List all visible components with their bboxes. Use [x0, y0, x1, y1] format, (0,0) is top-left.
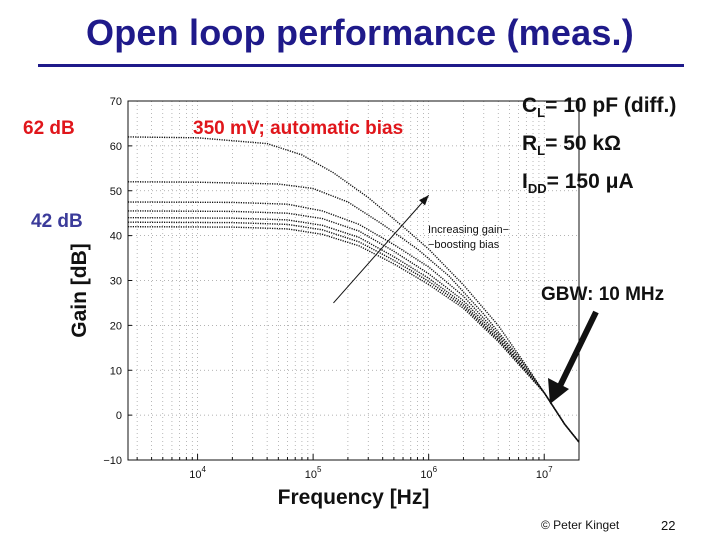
spec-rl-subscript: L — [537, 143, 546, 159]
y-tick-label: 60 — [110, 141, 122, 153]
spec-list: CL= 10 pF (diff.) RL= 50 kΩ IDD= 150 μA — [522, 90, 676, 205]
spec-rl-symbol: R — [522, 132, 538, 156]
x-tick-label-base: 10 — [536, 469, 548, 481]
title-underline — [38, 64, 684, 67]
spec-load-resistance: RL= 50 kΩ — [522, 128, 676, 166]
y-tick-label: 0 — [116, 410, 122, 422]
gain-curve — [127, 201, 580, 443]
increasing-bias-arrowhead — [419, 195, 429, 206]
x-tick-label: 105 — [305, 465, 322, 481]
x-tick-label-base: 10 — [305, 469, 317, 481]
spec-rl-value: = 50 kΩ — [545, 132, 621, 156]
spec-load-capacitance: CL= 10 pF (diff.) — [522, 90, 676, 128]
gain-curve — [127, 217, 580, 443]
spec-idd-symbol: I — [522, 170, 528, 194]
spec-cl-value: = 10 pF (diff.) — [545, 94, 677, 117]
gain-curve — [127, 181, 580, 443]
page-number: 22 — [661, 518, 676, 533]
spec-cl-symbol: C — [522, 94, 538, 117]
gbw-arrow-shaft — [557, 310, 599, 388]
y-tick-label: 70 — [110, 96, 122, 108]
x-axis-label: Frequency [Hz] — [278, 486, 430, 509]
x-tick-label: 106 — [420, 465, 437, 481]
gain-42-label: 42 dB — [31, 211, 83, 232]
annotation-line-2: −boosting bias — [428, 239, 500, 251]
x-tick-label: 104 — [189, 465, 206, 481]
gbw-arrow-head — [548, 378, 569, 404]
y-axis-label: Gain [dB] — [68, 243, 91, 338]
spec-idd-subscript: DD — [527, 181, 547, 197]
x-tick-label-exponent: 4 — [201, 465, 206, 474]
chart-annotations: Increasing gain− −boosting bias — [333, 194, 599, 404]
auto-bias-label: 350 mV; automatic bias — [193, 118, 404, 139]
slide-title: Open loop performance (meas.) — [86, 12, 634, 53]
x-tick-label-base: 10 — [420, 469, 432, 481]
x-tick-label-exponent: 5 — [317, 465, 322, 474]
chart-series — [127, 136, 580, 443]
x-tick-label: 107 — [536, 465, 553, 481]
gain-curve — [127, 226, 580, 443]
x-tick-label-base: 10 — [189, 469, 201, 481]
gain-62-label: 62 dB — [23, 118, 75, 139]
gbw-label: GBW: 10 MHz — [541, 284, 665, 305]
y-tick-label: −10 — [103, 455, 122, 467]
spec-supply-current: IDD= 150 μA — [522, 166, 676, 204]
y-tick-label: 30 — [110, 276, 122, 288]
x-tick-label-exponent: 6 — [433, 465, 438, 474]
gain-curve — [127, 221, 580, 443]
y-tick-label: 50 — [110, 186, 122, 198]
spec-cl-subscript: L — [537, 105, 546, 121]
increasing-bias-arrow — [333, 194, 430, 304]
x-tick-label-exponent: 7 — [548, 465, 553, 474]
y-tick-label: 40 — [110, 231, 122, 243]
y-tick-label: 20 — [110, 320, 122, 332]
author-credit: © Peter Kinget — [541, 518, 620, 532]
gain-curve — [127, 210, 580, 443]
y-tick-label: 10 — [110, 365, 122, 377]
spec-idd-value: = 150 μA — [546, 170, 634, 194]
annotation-line-1: Increasing gain− — [428, 224, 509, 236]
